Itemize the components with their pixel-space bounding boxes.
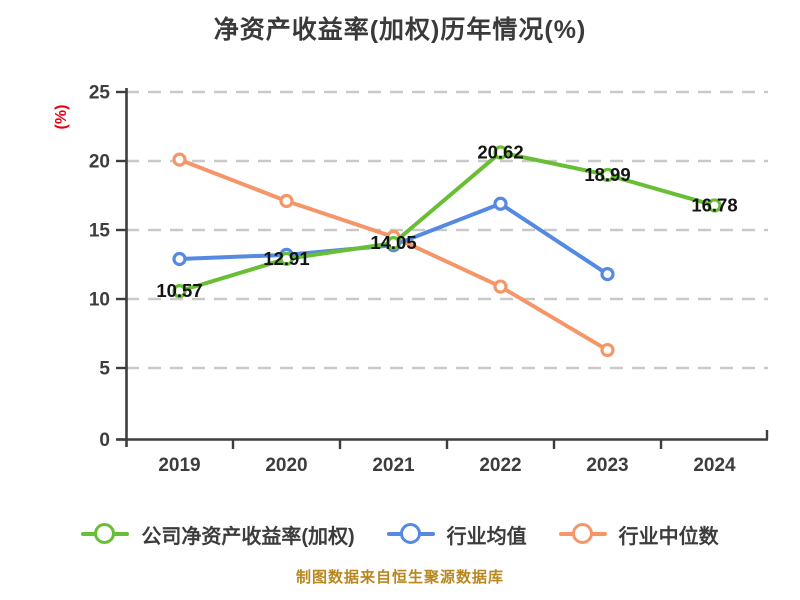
x-tick-label: 2020 xyxy=(265,455,307,476)
x-tick-label: 2023 xyxy=(586,455,628,476)
series-line-0 xyxy=(177,150,717,294)
legend-marker-industry-average-icon xyxy=(386,523,435,545)
x-tick-label: 2024 xyxy=(693,455,736,476)
data-point-series-0 xyxy=(493,145,508,160)
data-label: 20.62 xyxy=(477,141,523,162)
chart-plot-area: 0 5 10 15 20 25 2019 2020 2021 2022 2023 2024 10.57 1… xyxy=(89,83,769,476)
legend-item-company-roe[interactable]: 公司净资产收益率(加权) xyxy=(81,520,355,549)
y-tick-label: 20 xyxy=(89,152,110,173)
legend-label-industry-median: 行业中位数 xyxy=(618,525,719,548)
data-point-series-2 xyxy=(493,279,508,294)
x-tick-label: 2021 xyxy=(372,455,415,476)
data-point-series-1 xyxy=(493,196,508,211)
data-label: 18.99 xyxy=(584,164,630,185)
chart-legend: 公司净资产收益率(加权) 行业均值 行业中位数 xyxy=(0,514,800,554)
data-label: 12.91 xyxy=(263,248,309,269)
data-label: 16.78 xyxy=(691,194,737,215)
data-point-series-0 xyxy=(279,251,294,266)
data-point-series-1 xyxy=(600,267,615,282)
data-point-series-0 xyxy=(172,284,187,299)
data-point-series-2 xyxy=(172,152,187,167)
legend-label-company-roe: 公司净资产收益率(加权) xyxy=(141,525,355,548)
legend-label-industry-average: 行业均值 xyxy=(446,525,527,548)
x-tick-label: 2022 xyxy=(479,455,521,476)
chart-title: 净资产收益率(加权)历年情况(%) xyxy=(213,16,587,44)
legend-item-industry-median[interactable]: 行业中位数 xyxy=(558,520,719,549)
y-tick-label: 5 xyxy=(99,359,110,380)
y-tick-label: 0 xyxy=(99,430,110,451)
data-label: 10.57 xyxy=(156,280,202,301)
y-tick-label: 15 xyxy=(89,221,111,242)
x-tick-label: 2019 xyxy=(158,455,200,476)
data-point-series-0 xyxy=(707,198,722,213)
y-tick-label: 25 xyxy=(89,83,111,104)
data-point-series-2 xyxy=(600,342,615,358)
data-point-series-2 xyxy=(279,193,294,209)
data-point-series-0 xyxy=(386,236,401,251)
legend-marker-company-icon xyxy=(81,523,130,545)
data-point-series-1 xyxy=(172,251,187,267)
data-source-note: 制图数据来自恒生聚源数据库 xyxy=(295,569,504,586)
legend-item-industry-average[interactable]: 行业均值 xyxy=(386,520,527,549)
data-point-series-0 xyxy=(600,167,615,183)
y-tick-label: 10 xyxy=(89,290,110,311)
legend-marker-industry-median-icon xyxy=(558,523,607,545)
data-label: 14.05 xyxy=(370,232,416,253)
